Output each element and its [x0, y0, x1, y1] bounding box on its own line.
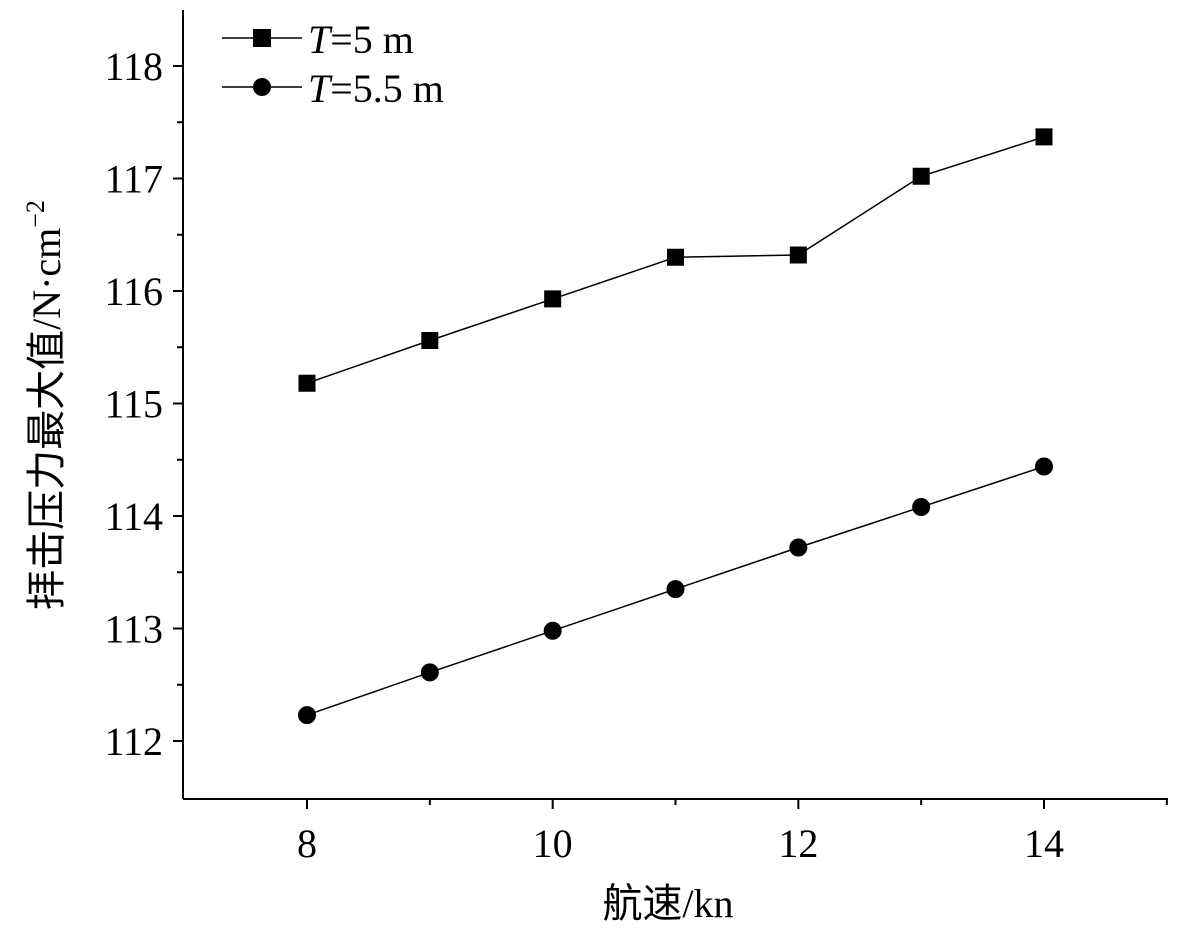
data-point-circle-13: [912, 498, 931, 516]
x-tick-label-12: 12: [778, 821, 818, 866]
series-1: [298, 128, 1053, 392]
axes: [182, 10, 1168, 800]
legend-label-t5-var: T: [308, 17, 333, 62]
data-point-circle-12: [789, 538, 808, 557]
data-point-circle-11: [666, 580, 685, 599]
legend-marker-square: [253, 29, 271, 47]
y-tick-label-117: 117: [104, 157, 163, 202]
y-axis-title: 拝击压力最大值/N·cm−2: [21, 200, 69, 610]
x-tick-label-8: 8: [297, 821, 317, 866]
legend-label-t55-rest: =5.5 m: [330, 66, 444, 111]
data-point-circle-10: [543, 621, 562, 640]
series-layer: [298, 128, 1053, 725]
legend-label-t5: T=5 m: [308, 17, 414, 62]
data-point-circle-9: [420, 663, 439, 682]
legend-item-t5: T=5 m: [222, 17, 414, 62]
x-axis-title: 航速/kn: [602, 881, 733, 926]
y-tick-label-115: 115: [104, 382, 163, 427]
data-point-circle-14: [1035, 457, 1053, 476]
data-point-square-10: [544, 290, 562, 308]
x-tick-label-10: 10: [533, 821, 573, 866]
y-tick-label-118: 118: [104, 44, 163, 89]
data-point-square-13: [912, 167, 930, 185]
x-tick-label-14: 14: [1024, 821, 1064, 866]
legend-item-t55: T=5.5 m: [222, 66, 444, 111]
y-tick-label-114: 114: [104, 494, 163, 539]
data-point-square-9: [421, 332, 439, 349]
y-tick-label-116: 116: [104, 269, 163, 314]
data-point-square-11: [667, 248, 684, 266]
legend-marker-circle: [253, 78, 271, 96]
data-point-square-12: [789, 246, 807, 264]
legend-label-t55-var: T: [308, 66, 333, 111]
data-point-square-14: [1035, 128, 1053, 146]
legend: T=5 m T=5.5 m: [222, 17, 444, 111]
y-tick-label-112: 112: [104, 719, 163, 764]
series-2: [298, 457, 1053, 725]
data-point-circle-8: [298, 706, 316, 725]
y-axis-title-text: 拝击压力最大值/N·cm: [24, 228, 69, 610]
legend-label-t5-rest: =5 m: [330, 17, 414, 62]
ticks: 8 10 12 14 112 113 114 115 116 117 118: [104, 44, 1168, 866]
y-axis-title-superscript: −2: [21, 200, 50, 228]
y-tick-label-113: 113: [104, 607, 163, 652]
data-point-square-8: [298, 374, 316, 392]
legend-label-t55: T=5.5 m: [308, 66, 444, 111]
